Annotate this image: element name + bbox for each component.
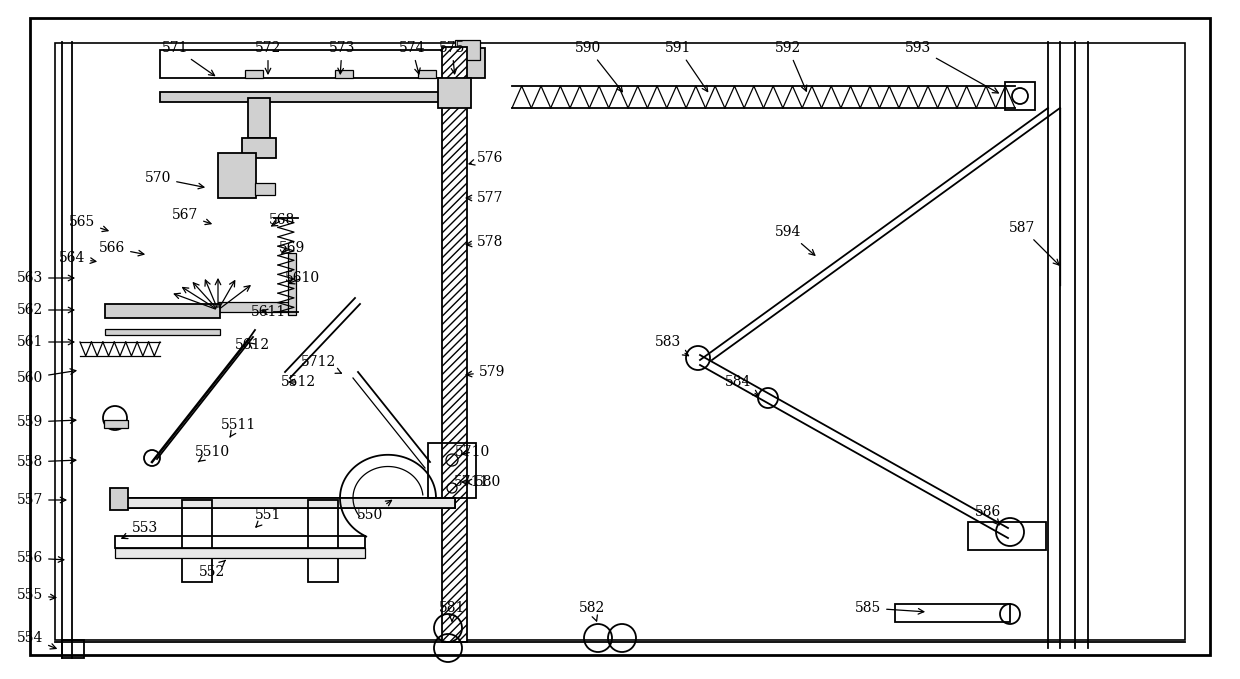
Text: 577: 577	[466, 191, 503, 205]
Text: 564: 564	[58, 251, 95, 265]
Text: 581: 581	[439, 601, 465, 621]
Text: 569: 569	[279, 241, 305, 255]
Text: 5511: 5511	[221, 418, 255, 437]
Text: 5512: 5512	[280, 375, 315, 389]
Text: 5610: 5610	[284, 271, 320, 285]
Text: 568: 568	[269, 213, 295, 227]
Bar	[160, 92, 450, 102]
Text: 575: 575	[439, 41, 465, 74]
Text: 587: 587	[1009, 221, 1059, 265]
Text: 562: 562	[17, 303, 74, 317]
Text: 566: 566	[99, 241, 144, 256]
Text: 555: 555	[17, 588, 56, 602]
Bar	[1004, 82, 1035, 110]
Text: 559: 559	[17, 415, 76, 429]
Text: 556: 556	[17, 551, 63, 565]
Text: 572: 572	[254, 41, 281, 74]
Text: 578: 578	[466, 235, 503, 249]
Bar	[335, 70, 353, 78]
Text: 5612: 5612	[234, 338, 269, 352]
Text: 590: 590	[575, 41, 622, 92]
Bar	[308, 500, 339, 582]
Bar	[55, 43, 1185, 640]
Text: 563: 563	[17, 271, 74, 285]
Text: 5712: 5712	[300, 355, 341, 373]
Text: 594: 594	[775, 225, 815, 255]
Text: 552: 552	[198, 560, 226, 579]
Bar	[428, 443, 476, 498]
Text: 561: 561	[17, 335, 74, 349]
Text: 591: 591	[665, 41, 708, 92]
Bar	[115, 536, 365, 548]
Bar	[104, 420, 128, 428]
Bar	[110, 488, 128, 510]
Text: 583: 583	[655, 335, 688, 356]
Text: 553: 553	[122, 521, 159, 538]
Bar	[441, 47, 467, 642]
Text: 592: 592	[775, 41, 807, 91]
Bar	[450, 48, 485, 78]
Bar	[218, 302, 293, 312]
Bar	[182, 500, 212, 582]
Text: 593: 593	[905, 41, 998, 93]
Text: 560: 560	[17, 369, 76, 385]
Bar	[418, 70, 436, 78]
Text: 584: 584	[725, 375, 759, 396]
Text: 558: 558	[17, 455, 76, 469]
Text: 582: 582	[579, 601, 605, 621]
Text: 571: 571	[161, 41, 215, 75]
Bar	[218, 153, 255, 198]
Bar	[895, 604, 1011, 622]
Text: 570: 570	[145, 171, 203, 189]
Text: 5510: 5510	[195, 445, 229, 462]
Bar	[246, 70, 263, 78]
Text: 576: 576	[469, 151, 503, 165]
Text: 574: 574	[399, 41, 425, 74]
Bar	[288, 253, 296, 315]
Text: 554: 554	[17, 631, 56, 649]
Bar	[160, 50, 453, 78]
Bar	[255, 183, 275, 195]
Text: 551: 551	[254, 508, 281, 527]
Text: 557: 557	[17, 493, 66, 507]
Text: 5710: 5710	[454, 445, 490, 459]
Text: 586: 586	[975, 505, 1001, 525]
Text: 5611: 5611	[250, 305, 285, 319]
Bar	[248, 98, 270, 138]
Text: 565: 565	[69, 215, 108, 232]
Bar	[105, 329, 219, 335]
Text: 5711: 5711	[454, 475, 490, 489]
Bar	[115, 548, 365, 558]
Bar	[115, 498, 455, 508]
Text: 550: 550	[357, 500, 392, 522]
Bar	[455, 40, 480, 60]
Bar	[62, 640, 84, 658]
Bar	[438, 78, 471, 108]
Text: 567: 567	[172, 208, 211, 225]
Text: 585: 585	[854, 601, 924, 615]
Bar	[115, 498, 455, 508]
Bar	[105, 304, 219, 318]
Text: 573: 573	[329, 41, 355, 74]
Text: 579: 579	[466, 365, 505, 379]
Bar	[968, 522, 1047, 550]
Bar	[242, 138, 277, 158]
Text: 580: 580	[466, 475, 501, 489]
